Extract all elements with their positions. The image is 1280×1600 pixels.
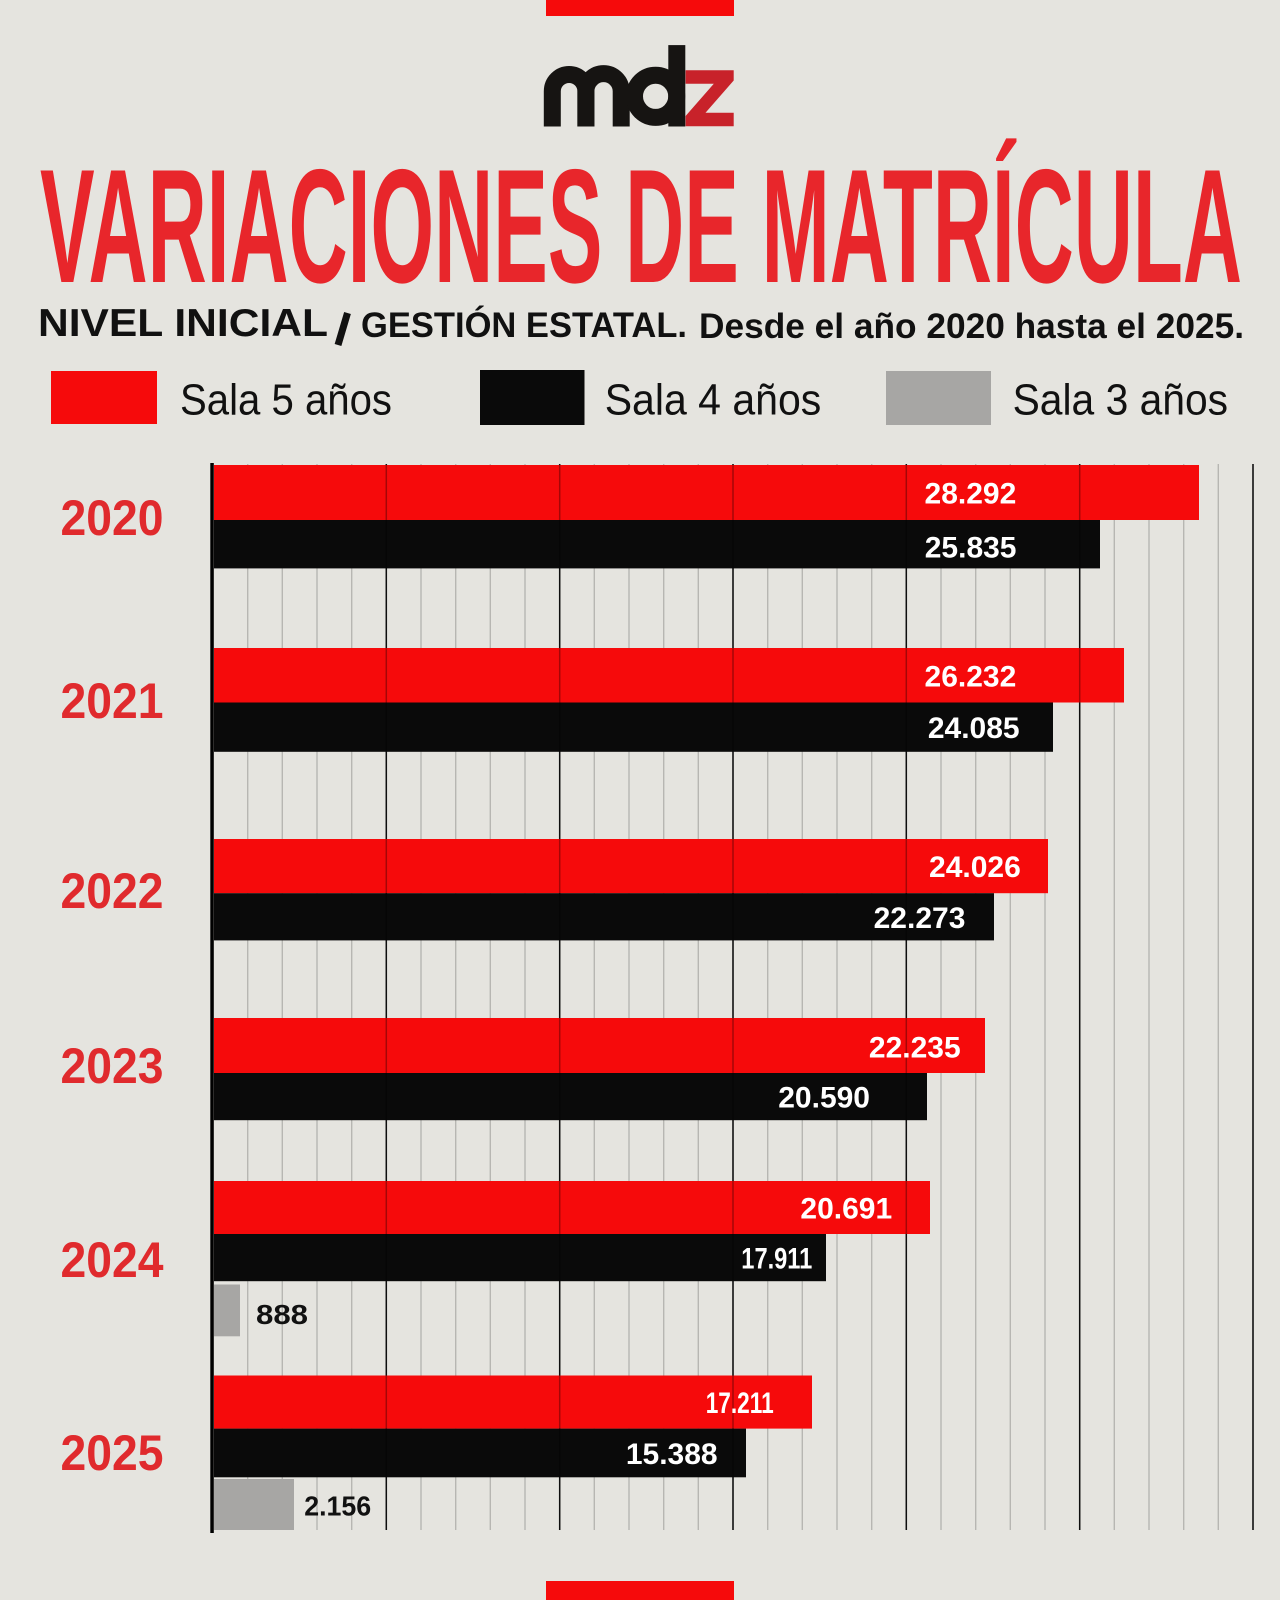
svg-text:Sala 4 años: Sala 4 años (605, 376, 822, 425)
svg-text:2023: 2023 (61, 1038, 164, 1094)
svg-text:2024: 2024 (61, 1232, 164, 1288)
svg-text:2020: 2020 (61, 490, 164, 546)
svg-text:24.026: 24.026 (929, 851, 1021, 884)
svg-text:17.911: 17.911 (741, 1243, 812, 1276)
svg-text:Sala 5 años: Sala 5 años (180, 376, 392, 425)
svg-text:24.085: 24.085 (928, 712, 1020, 745)
svg-text:2.156: 2.156 (304, 1490, 371, 1521)
svg-text:NIVEL INICIAL: NIVEL INICIAL (38, 302, 328, 345)
svg-text:17.211: 17.211 (706, 1387, 774, 1420)
svg-text:22.273: 22.273 (874, 902, 966, 935)
svg-text:15.388: 15.388 (626, 1438, 718, 1471)
svg-text:Desde el año 2020 hasta el 202: Desde el año 2020 hasta el 2025. (699, 307, 1244, 346)
svg-text:20.691: 20.691 (800, 1193, 892, 1226)
svg-text:Sala 3 años: Sala 3 años (1013, 376, 1229, 425)
svg-text:2021: 2021 (61, 673, 164, 729)
svg-text:2022: 2022 (61, 863, 164, 919)
svg-text:888: 888 (256, 1299, 308, 1330)
svg-text:GESTIÓN ESTATAL.: GESTIÓN ESTATAL. (361, 305, 687, 345)
svg-text:25.835: 25.835 (925, 532, 1017, 565)
svg-text:22.235: 22.235 (869, 1032, 961, 1065)
svg-text:VARIACIONES DE MATRÍCULA: VARIACIONES DE MATRÍCULA (40, 136, 1242, 317)
svg-text:20.590: 20.590 (778, 1082, 870, 1115)
svg-text:26.232: 26.232 (925, 660, 1017, 693)
svg-text:2025: 2025 (61, 1425, 164, 1481)
svg-text:28.292: 28.292 (925, 478, 1017, 511)
